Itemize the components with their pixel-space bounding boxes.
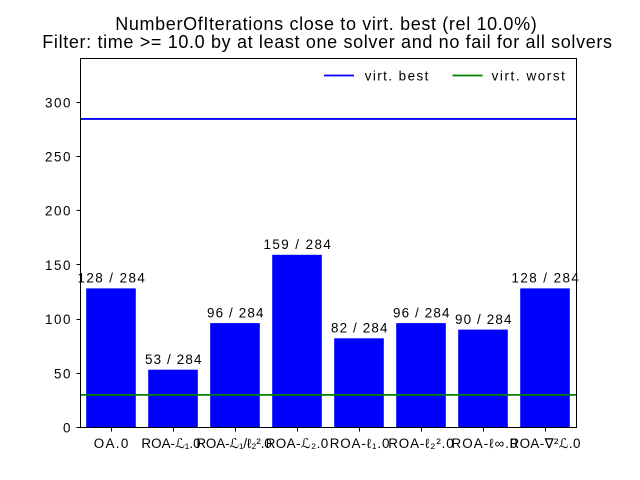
- svg-text:ROA-ℒ₁/ℓ₂².0: ROA-ℒ₁/ℓ₂².0: [196, 436, 271, 451]
- svg-text:250: 250: [45, 149, 72, 164]
- svg-text:ROA-ℒ₁.0: ROA-ℒ₁.0: [141, 436, 200, 451]
- svg-text:96 / 284: 96 / 284: [393, 305, 451, 320]
- svg-text:128 / 284: 128 / 284: [77, 271, 146, 286]
- svg-text:53 / 284: 53 / 284: [145, 352, 203, 367]
- svg-text:NumberOfIterations close to vi: NumberOfIterations close to virt. best (…: [115, 14, 537, 34]
- svg-text:OA.0: OA.0: [94, 436, 130, 451]
- svg-text:ROA-ℒ₂.0: ROA-ℒ₂.0: [266, 436, 329, 451]
- svg-text:ROA-∇²ℒ.0: ROA-∇²ℒ.0: [510, 436, 581, 451]
- svg-text:virt. worst: virt. worst: [492, 69, 567, 84]
- svg-text:90 / 284: 90 / 284: [455, 312, 513, 327]
- svg-text:ROA-ℓ₂².0: ROA-ℓ₂².0: [388, 436, 454, 451]
- svg-text:Filter: time >= 10.0 by at lea: Filter: time >= 10.0 by at least one sol…: [42, 32, 612, 52]
- svg-text:virt. best: virt. best: [365, 69, 430, 84]
- svg-text:100: 100: [45, 312, 72, 327]
- svg-text:159 / 284: 159 / 284: [263, 237, 332, 252]
- svg-text:ROA-ℓ₁.0: ROA-ℓ₁.0: [330, 436, 391, 451]
- svg-text:128 / 284: 128 / 284: [511, 271, 580, 286]
- svg-text:50: 50: [54, 366, 72, 381]
- svg-text:200: 200: [45, 204, 72, 219]
- svg-text:300: 300: [45, 95, 72, 110]
- svg-text:150: 150: [45, 258, 72, 273]
- svg-text:82 / 284: 82 / 284: [331, 321, 389, 336]
- svg-text:96 / 284: 96 / 284: [207, 305, 265, 320]
- svg-text:0: 0: [63, 421, 72, 436]
- svg-text:ROA-ℓ∞.0: ROA-ℓ∞.0: [452, 436, 519, 451]
